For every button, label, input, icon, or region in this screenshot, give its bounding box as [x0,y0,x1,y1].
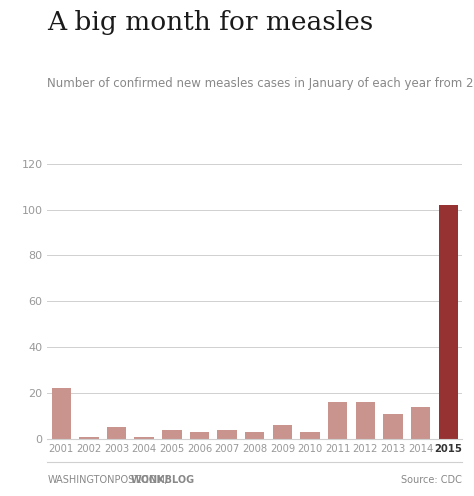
Bar [438,205,458,439]
Text: WASHINGTONPOST.COM/: WASHINGTONPOST.COM/ [47,475,169,485]
Bar [135,436,154,439]
Bar [107,428,126,439]
Bar [190,432,209,439]
Bar [328,402,347,439]
Bar [383,414,403,439]
Bar [218,430,237,439]
Text: A big month for measles: A big month for measles [47,10,374,35]
Bar [162,430,182,439]
Text: Source: CDC: Source: CDC [401,475,462,485]
Bar [245,432,264,439]
Bar [301,432,320,439]
Bar [356,402,375,439]
Text: WONKBLOG: WONKBLOG [130,475,194,485]
Bar [411,407,430,439]
Bar [52,388,71,439]
Bar [273,425,292,439]
Text: Number of confirmed new measles cases in January of each year from 2001 to 2015: Number of confirmed new measles cases in… [47,77,474,90]
Bar [79,436,99,439]
